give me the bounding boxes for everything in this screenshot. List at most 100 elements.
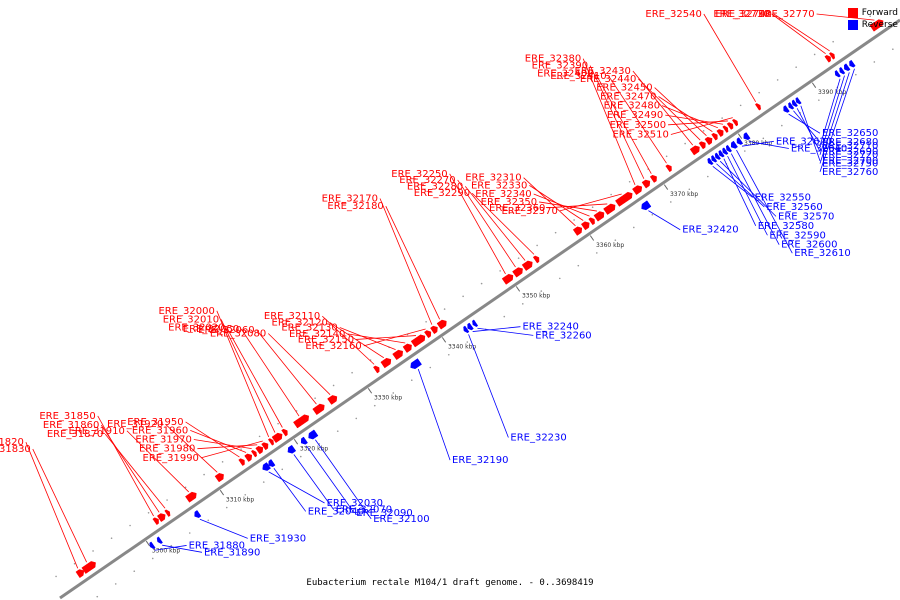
gene-label[interactable]: ERE_32730 — [713, 9, 769, 20]
gene-ere-31820[interactable] — [75, 569, 85, 579]
gene-arrow[interactable] — [603, 203, 616, 215]
gene-arrow[interactable] — [783, 105, 790, 113]
gene-label[interactable]: ERE_32690 — [822, 146, 878, 157]
gene-ere-31980[interactable] — [255, 446, 264, 455]
gene-arrow[interactable] — [714, 152, 721, 160]
gene-arrow[interactable] — [698, 141, 706, 150]
gene-ere-32410[interactable] — [665, 164, 672, 173]
gene-arrow[interactable] — [716, 129, 724, 138]
gene-label[interactable]: ERE_32410 — [550, 71, 606, 82]
gene-label[interactable]: ERE_32350 — [481, 197, 537, 208]
gene-arrow[interactable] — [512, 267, 523, 278]
gene-ere-32050[interactable] — [293, 414, 309, 429]
gene-ere-32070[interactable] — [287, 444, 297, 454]
gene-label[interactable]: ERE_32340 — [475, 189, 531, 200]
gene-ere-32080[interactable] — [327, 395, 338, 405]
gene-ere-31830[interactable] — [81, 561, 96, 574]
gene-label[interactable]: ERE_32540 — [645, 9, 701, 20]
gene-label[interactable]: ERE_32720 — [822, 150, 878, 161]
gene-ere-32180[interactable] — [436, 319, 447, 330]
gene-arrow[interactable] — [410, 334, 426, 348]
gene-label[interactable]: ERE_32230 — [510, 432, 566, 443]
gene-label[interactable]: ERE_32100 — [373, 514, 429, 525]
gene-ere-32430[interactable] — [689, 145, 700, 156]
gene-label[interactable]: ERE_32390 — [532, 61, 588, 72]
gene-label[interactable]: ERE_32180 — [327, 201, 383, 212]
gene-arrow[interactable] — [75, 569, 85, 579]
gene-ere-31990[interactable] — [261, 442, 269, 451]
gene-arrow[interactable] — [467, 322, 474, 331]
gene-arrow[interactable] — [214, 473, 224, 483]
gene-arrow[interactable] — [156, 513, 166, 523]
gene-ere-32330[interactable] — [580, 221, 590, 231]
gene-label[interactable]: ERE_31910 — [69, 426, 125, 437]
gene-label[interactable]: ERE_32750 — [822, 158, 878, 169]
gene-arrow[interactable] — [267, 438, 274, 446]
gene-label[interactable]: ERE_32620 — [776, 136, 832, 147]
gene-label[interactable]: ERE_32040 — [308, 506, 364, 517]
gene-label[interactable]: ERE_32090 — [356, 508, 412, 519]
gene-label[interactable]: ERE_31990 — [143, 453, 199, 464]
gene-ere-32510[interactable] — [731, 118, 739, 127]
gene-ere-32540[interactable] — [754, 103, 761, 111]
gene-label[interactable]: ERE_31830 — [0, 444, 31, 455]
gene-label[interactable]: ERE_32560 — [766, 202, 822, 213]
gene-ere-32700[interactable] — [795, 97, 802, 105]
gene-label[interactable]: ERE_32570 — [778, 211, 834, 222]
gene-label[interactable]: ERE_32420 — [682, 225, 738, 236]
gene-ere-32270[interactable] — [512, 267, 523, 278]
gene-arrow[interactable] — [238, 458, 245, 466]
gene-ere-32020[interactable] — [281, 428, 288, 437]
gene-ere-32590[interactable] — [722, 147, 729, 155]
gene-label[interactable]: ERE_31980 — [139, 444, 195, 455]
gene-label[interactable]: ERE_32370 — [501, 206, 557, 217]
gene-label[interactable]: ERE_32760 — [822, 167, 878, 178]
gene-arrow[interactable] — [795, 97, 802, 105]
gene-ere-32280[interactable] — [521, 260, 533, 271]
gene-label[interactable]: ERE_32150 — [298, 334, 354, 345]
gene-arrow[interactable] — [436, 319, 447, 330]
gene-label[interactable]: ERE_31820 — [0, 437, 24, 448]
gene-ere-32310[interactable] — [572, 226, 583, 236]
gene-arrow[interactable] — [194, 510, 202, 518]
gene-label[interactable]: ERE_32120 — [272, 318, 328, 329]
gene-ere-32030[interactable] — [262, 462, 271, 471]
gene-ere-32740[interactable] — [828, 52, 835, 60]
gene-arrow[interactable] — [722, 147, 729, 155]
gene-label[interactable]: ERE_32270 — [399, 175, 455, 186]
gene-ere-32620[interactable] — [736, 137, 744, 145]
gene-ere-32060[interactable] — [312, 403, 325, 416]
gene-ere-32340[interactable] — [588, 217, 595, 226]
gene-label[interactable]: ERE_32060 — [198, 325, 254, 336]
gene-ere-31860[interactable] — [156, 513, 166, 523]
gene-arrow[interactable] — [380, 357, 392, 369]
gene-arrow[interactable] — [185, 491, 197, 503]
gene-arrow[interactable] — [312, 403, 325, 416]
gene-ere-31910[interactable] — [185, 491, 197, 503]
gene-ere-32640[interactable] — [743, 132, 751, 141]
gene-ere-32010[interactable] — [271, 432, 283, 444]
gene-arrow[interactable] — [572, 226, 583, 236]
gene-label[interactable]: ERE_32110 — [264, 311, 320, 322]
gene-arrow[interactable] — [649, 174, 657, 183]
gene-ere-32470[interactable] — [711, 132, 718, 141]
gene-ere-31850[interactable] — [152, 517, 159, 526]
gene-ere-32770[interactable] — [869, 19, 884, 32]
gene-arrow[interactable] — [424, 330, 432, 339]
gene-ere-32110[interactable] — [373, 365, 380, 374]
gene-label[interactable]: ERE_32380 — [525, 54, 581, 65]
gene-ere-31920[interactable] — [214, 473, 224, 483]
gene-arrow[interactable] — [869, 19, 884, 32]
gene-arrow[interactable] — [261, 442, 269, 451]
gene-arrow[interactable] — [725, 144, 733, 153]
gene-label[interactable]: ERE_31930 — [250, 533, 306, 544]
gene-arrow[interactable] — [373, 365, 380, 374]
gene-label[interactable]: ERE_32710 — [822, 141, 878, 152]
gene-ere-32370[interactable] — [615, 191, 633, 207]
gene-label[interactable]: ERE_32140 — [289, 329, 345, 340]
gene-ere-31930[interactable] — [194, 510, 202, 518]
gene-ere-32190[interactable] — [410, 358, 422, 370]
gene-arrow[interactable] — [532, 255, 540, 264]
gene-ere-32680[interactable] — [788, 102, 795, 110]
gene-ere-32550[interactable] — [707, 157, 714, 165]
